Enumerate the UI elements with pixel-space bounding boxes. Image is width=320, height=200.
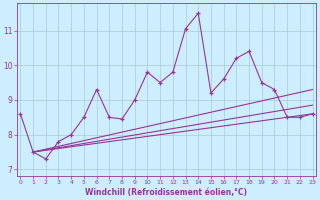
X-axis label: Windchill (Refroidissement éolien,°C): Windchill (Refroidissement éolien,°C) <box>85 188 247 197</box>
